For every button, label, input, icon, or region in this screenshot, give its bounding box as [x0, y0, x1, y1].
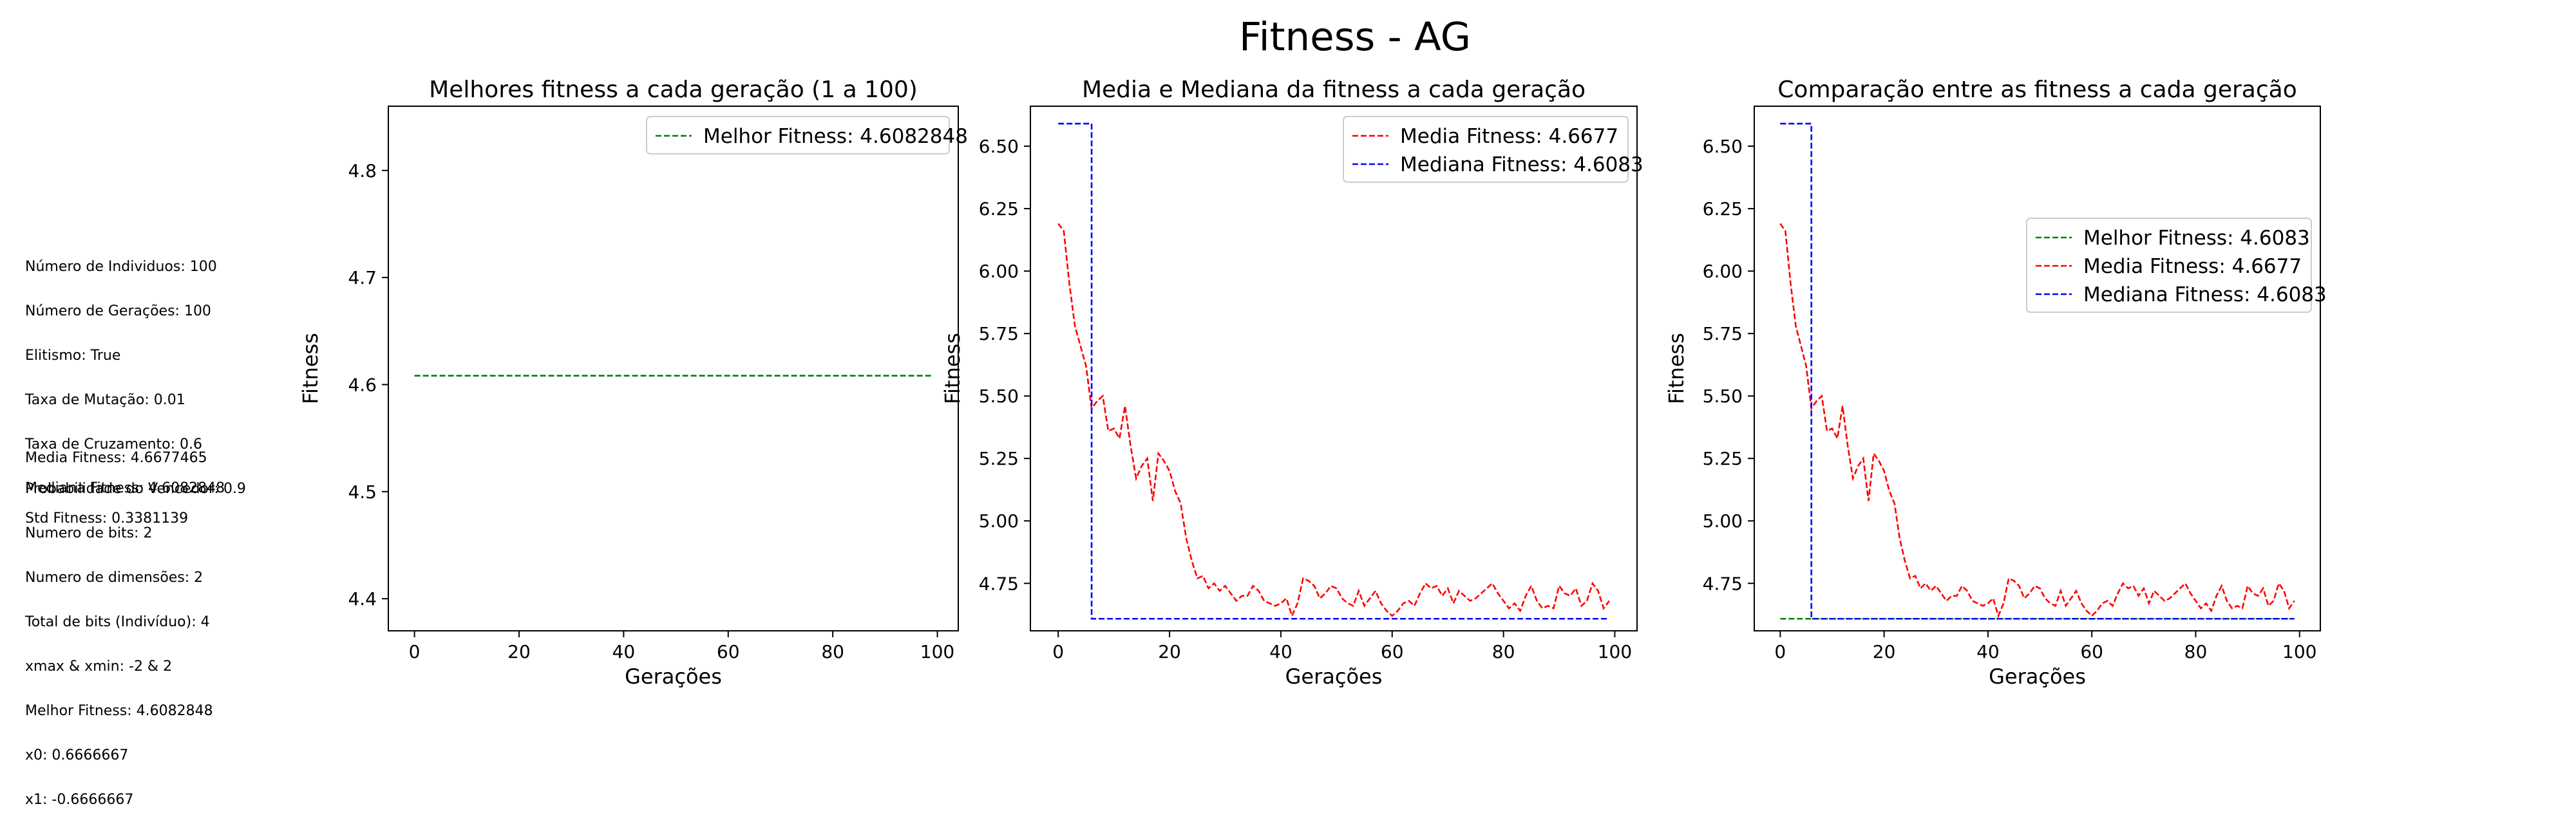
chart-title: Comparação entre as fitness a cada geraç… — [1777, 77, 2297, 103]
x-tick-label: 40 — [612, 641, 636, 662]
param-line: Taxa de Mutação: 0.01 — [25, 392, 185, 408]
param-line: Número de Individuos: 100 — [25, 259, 217, 275]
chart-title: Melhores fitness a cada geração (1 a 100… — [429, 77, 918, 103]
y-tick-label: 5.75 — [979, 323, 1019, 344]
series-line-median — [1058, 122, 1609, 620]
x-tick-label: 80 — [821, 641, 844, 662]
y-tick-label: 6.00 — [1703, 261, 1743, 282]
x-axis-label: Gerações — [1989, 664, 2086, 689]
y-tick-label: 6.25 — [1703, 198, 1743, 220]
x-tick-label: 0 — [409, 641, 421, 662]
param-line: x1: -0.6666667 — [25, 792, 134, 808]
x-tick-label: 100 — [1598, 641, 1632, 662]
y-axis-label: Fitness — [1664, 333, 1689, 404]
y-tick-label: 6.50 — [979, 136, 1019, 157]
y-tick-label: 4.7 — [348, 267, 377, 288]
plot-frame — [1030, 106, 1638, 631]
charts-canvas: Melhores fitness a cada geração (1 a 100… — [298, 77, 2327, 689]
legend-label-best: Melhor Fitness: 4.6083 — [2083, 227, 2310, 250]
param-line: Número de Gerações: 100 — [25, 303, 211, 319]
y-axis-label: Fitness — [298, 333, 323, 404]
legend-label-median: Mediana Fitness: 4.6083 — [1400, 153, 1643, 176]
y-axis-label: Fitness — [940, 333, 965, 404]
y-tick-label: 4.75 — [1703, 573, 1743, 594]
param-line: x0: 0.6666667 — [25, 747, 129, 763]
x-tick-label: 40 — [1269, 641, 1293, 662]
plot-frame — [388, 106, 959, 631]
param-line: Numero de dimensões: 2 — [25, 570, 204, 586]
param-line: Numero de bits: 2 — [25, 525, 153, 541]
legend-box — [646, 116, 950, 154]
x-tick-label: 20 — [507, 641, 531, 662]
legend-label-mean: Media Fitness: 4.6677 — [1400, 125, 1618, 148]
y-tick-label: 5.25 — [979, 448, 1019, 469]
stats-panel: Media Fitness: 4.6677465 Mediana Fitness… — [25, 451, 225, 541]
x-tick-label: 0 — [1774, 641, 1786, 662]
series-line-mean — [1057, 223, 1610, 619]
y-tick-label: 5.00 — [979, 510, 1019, 532]
x-tick-label: 100 — [920, 641, 954, 662]
x-tick-label: 60 — [1381, 641, 1404, 662]
y-tick-label: 5.50 — [1703, 386, 1743, 407]
chart-1: Melhores fitness a cada geração (1 a 100… — [298, 77, 968, 689]
x-tick-label: 40 — [1976, 641, 2000, 662]
legend-label-mean: Media Fitness: 4.6677 — [2083, 255, 2302, 278]
chart-2: Media e Mediana da fitness a cada geraçã… — [940, 77, 1643, 689]
legend-label-median: Mediana Fitness: 4.6083 — [2083, 283, 2327, 306]
series-line-mean — [1779, 223, 2295, 619]
y-tick-label: 6.00 — [979, 261, 1019, 282]
x-tick-label: 20 — [1158, 641, 1181, 662]
plot-frame — [1754, 106, 2321, 631]
y-tick-label: 5.50 — [979, 386, 1019, 407]
y-tick-label: 4.8 — [348, 160, 377, 182]
series-line-median — [1780, 122, 2295, 620]
x-tick-label: 80 — [1492, 641, 1515, 662]
x-tick-label: 60 — [717, 641, 740, 662]
x-tick-label: 100 — [2282, 641, 2316, 662]
y-tick-label: 5.25 — [1703, 448, 1743, 469]
param-line: Taxa de Cruzamento: 0.6 — [25, 436, 203, 453]
x-tick-label: 60 — [2080, 641, 2103, 662]
x-tick-label: 20 — [1873, 641, 1896, 662]
stat-mean: Media Fitness: 4.6677465 — [25, 450, 207, 466]
param-line: Elitismo: True — [25, 348, 121, 364]
x-axis-label: Gerações — [625, 664, 722, 689]
y-tick-label: 5.00 — [1703, 510, 1743, 532]
y-tick-label: 5.75 — [1703, 323, 1743, 344]
figure-title: Fitness - AG — [1239, 14, 1471, 60]
legend: Melhor Fitness: 4.6083 Media Fitness: 4.6… — [2026, 218, 2327, 313]
legend: Melhor Fitness: 4.6082848 — [646, 116, 968, 154]
legend-box — [1343, 116, 1629, 183]
param-line: Total de bits (Indivíduo): 4 — [25, 614, 210, 630]
legend-box — [2026, 218, 2312, 313]
y-tick-label: 6.25 — [979, 198, 1019, 220]
chart-3: Comparação entre as fitness a cada geraç… — [1664, 77, 2327, 689]
legend-label-best: Melhor Fitness: 4.6082848 — [703, 125, 968, 148]
y-tick-label: 4.75 — [979, 573, 1019, 594]
param-line: Probabilidade do Vencedor: 0.9 — [25, 481, 246, 497]
y-tick-label: 4.4 — [348, 588, 377, 610]
y-tick-label: 6.50 — [1703, 136, 1743, 157]
chart-title: Media e Mediana da fitness a cada geraçã… — [1082, 77, 1586, 103]
legend: Media Fitness: 4.6677 Mediana Fitness: 4.… — [1343, 116, 1643, 183]
y-tick-label: 4.5 — [348, 481, 377, 503]
y-tick-label: 4.6 — [348, 374, 377, 395]
stat-median: Mediana Fitness: 4.6082848 — [25, 480, 225, 496]
x-tick-label: 0 — [1052, 641, 1064, 662]
x-tick-label: 80 — [2184, 641, 2208, 662]
stat-std: Std Fitness: 0.3381139 — [25, 510, 189, 527]
param-line: xmax & xmin: -2 & 2 — [25, 659, 173, 675]
x-axis-label: Gerações — [1285, 664, 1383, 689]
